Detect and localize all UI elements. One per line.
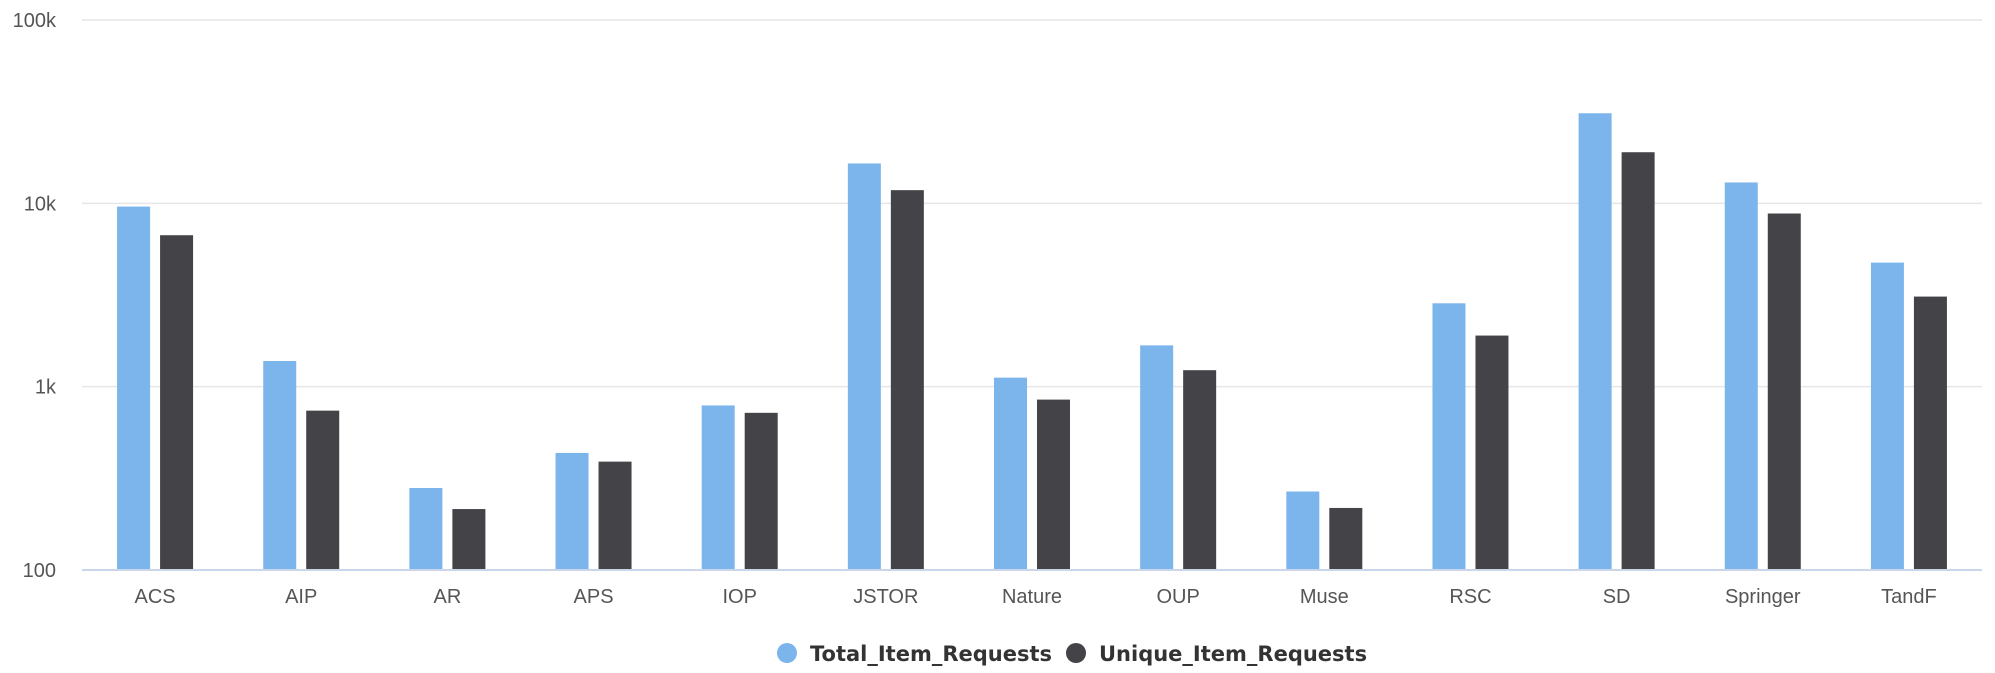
x-tick-label: AR	[433, 586, 461, 608]
legend-label-unique: Unique_Item_Requests	[1099, 642, 1367, 666]
bars	[117, 113, 1947, 571]
legend-item-total[interactable]: Total_Item_Requests	[777, 642, 1052, 666]
x-tick-label: Muse	[1300, 586, 1349, 608]
grid-lines	[82, 19, 1982, 388]
x-tick-label: APS	[574, 586, 614, 608]
bar-unique-muse[interactable]	[1329, 507, 1363, 570]
bar-total-aip[interactable]	[263, 361, 297, 570]
bar-total-springer[interactable]	[1724, 182, 1758, 570]
bar-total-aps[interactable]	[555, 452, 589, 570]
bar-total-tandf[interactable]	[1870, 262, 1904, 570]
bar-unique-rsc[interactable]	[1475, 335, 1509, 570]
y-tick-label: 100	[23, 560, 56, 582]
bar-total-iop[interactable]	[701, 405, 735, 570]
x-tick-label: JSTOR	[853, 586, 918, 608]
legend-item-unique[interactable]: Unique_Item_Requests	[1066, 642, 1367, 666]
legend-marker-unique	[1066, 643, 1086, 663]
legend-marker-total	[777, 643, 797, 663]
bar-total-sd[interactable]	[1578, 113, 1612, 570]
y-tick-label: 1k	[35, 377, 57, 399]
bar-unique-nature[interactable]	[1037, 399, 1070, 570]
bar-unique-aip[interactable]	[306, 410, 340, 570]
x-tick-label: ACS	[135, 586, 176, 608]
y-tick-label: 100k	[13, 10, 57, 32]
x-tick-label: SD	[1603, 586, 1631, 608]
y-axis: 100 1k 10k 100k	[13, 10, 57, 582]
bar-unique-jstor[interactable]	[890, 190, 924, 570]
x-tick-label: AIP	[285, 586, 317, 608]
bar-unique-aps[interactable]	[598, 461, 632, 570]
bar-total-jstor[interactable]	[847, 163, 881, 570]
x-tick-label: OUP	[1156, 586, 1199, 608]
x-tick-label: Nature	[1002, 586, 1062, 608]
legend: Total_Item_Requests Unique_Item_Requests	[777, 642, 1367, 666]
bar-unique-acs[interactable]	[160, 235, 194, 571]
x-tick-label: RSC	[1449, 586, 1491, 608]
x-tick-label: IOP	[722, 586, 756, 608]
x-tick-label: Springer	[1725, 586, 1801, 608]
bar-total-nature[interactable]	[994, 377, 1027, 570]
bar-unique-sd[interactable]	[1621, 152, 1655, 570]
bar-unique-iop[interactable]	[744, 412, 778, 570]
bar-total-muse[interactable]	[1286, 491, 1320, 570]
legend-label-total: Total_Item_Requests	[810, 642, 1052, 666]
y-tick-label: 10k	[24, 193, 57, 215]
bar-unique-tandf[interactable]	[1913, 296, 1947, 570]
bar-total-oup[interactable]	[1140, 345, 1174, 570]
bar-unique-springer[interactable]	[1767, 213, 1801, 570]
bar-total-ar[interactable]	[409, 488, 443, 570]
bar-unique-ar[interactable]	[452, 509, 486, 570]
bar-total-acs[interactable]	[117, 206, 151, 570]
bar-unique-oup[interactable]	[1183, 370, 1217, 570]
x-axis: ACS AIP AR APS IOP JSTOR Nature OUP Muse RSC SD Spr…	[82, 569, 1982, 608]
bar-total-rsc[interactable]	[1432, 303, 1466, 570]
x-tick-label: TandF	[1881, 586, 1937, 608]
